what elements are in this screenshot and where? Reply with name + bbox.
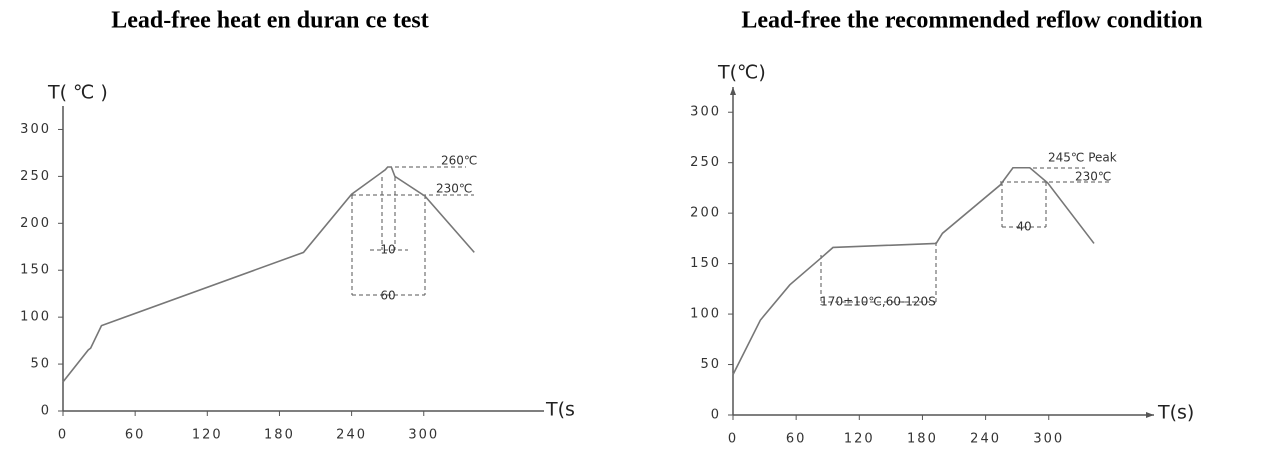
y-tick-label: 100 [690,307,721,322]
guide [351,166,474,296]
x-tick-label: 240 [970,432,1001,447]
y-tick-label: 150 [690,256,721,271]
annotation: 60 [380,289,395,303]
y-axis-label: T( ℃ ) [47,82,108,104]
y-tick-label: 150 [20,263,51,278]
y-tick-label: 50 [700,357,721,372]
chart-title: Lead-free the recommended reflow conditi… [741,8,1202,34]
y-tick-label: 50 [30,357,51,372]
axis-arrow [730,87,1154,418]
x-tick-label: 300 [408,428,439,443]
y-tick-label: 300 [690,105,721,120]
annotation: 10 [380,243,395,257]
y-tick-label: 200 [690,206,721,221]
x-tick-label: 60 [786,432,807,447]
annotation: 230℃ [1075,170,1111,184]
x-tick-label: 0 [58,428,68,443]
x-tick-label: 120 [192,428,223,443]
x-tick-label: 180 [907,432,938,447]
chart-title: Lead-free heat en duran ce test [111,8,428,34]
annotation: 260℃ [441,154,477,168]
y-tick-label: 300 [20,122,51,137]
annotation: 230℃ [436,182,472,196]
x-tick-label: 0 [728,432,738,447]
annotation: 170±10℃,60-120S [820,295,936,309]
data-line [62,166,475,383]
y-tick-label: 250 [690,155,721,170]
x-tick-label: 300 [1033,432,1064,447]
annotation: 40 [1016,220,1031,234]
annotation: 245℃ Peak [1048,151,1117,165]
data-line [732,166,1095,375]
x-tick-label: 240 [336,428,367,443]
y-tick-label: 0 [41,404,51,419]
x-tick-label: 120 [844,432,875,447]
x-axis-label: T(s [545,399,575,421]
y-tick-label: 0 [711,408,721,423]
x-tick-label: 60 [125,428,146,443]
y-tick-label: 250 [20,169,51,184]
x-tick-label: 180 [264,428,295,443]
annotation-guides [351,166,1110,305]
y-axis-label: T(℃) [717,62,766,84]
y-tick-label: 100 [20,310,51,325]
y-tick-label: 200 [20,216,51,231]
x-axis-label: T(s) [1157,402,1194,424]
guide [820,167,1110,305]
